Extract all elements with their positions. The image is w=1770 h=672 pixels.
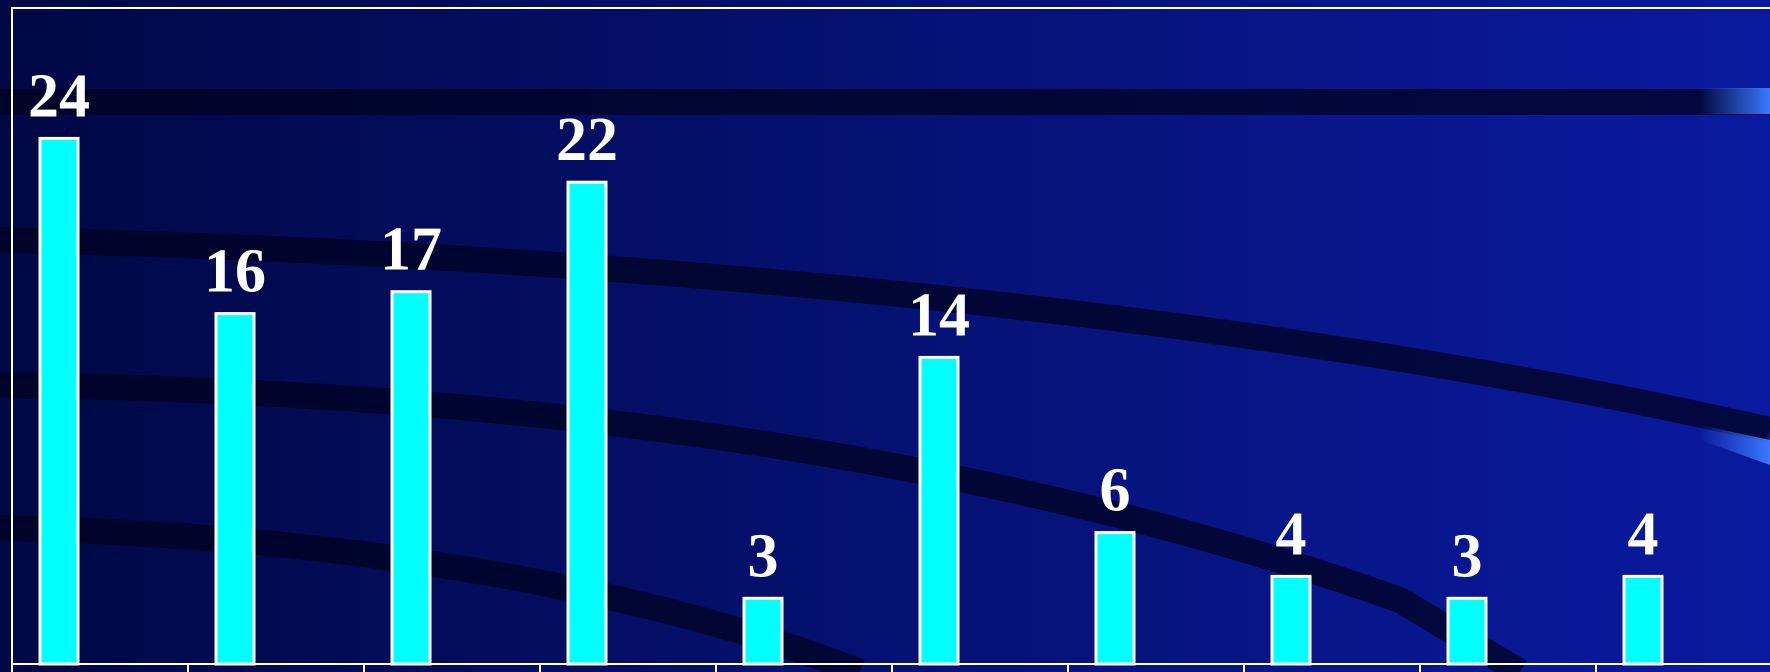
- swoosh-line: [0, 227, 1770, 443]
- data-label: 24: [28, 62, 90, 130]
- plot-frame: [11, 7, 1770, 665]
- data-label: 6: [1100, 457, 1131, 525]
- bar-group: [38, 136, 1664, 666]
- data-label: 16: [204, 238, 266, 306]
- bar: [742, 596, 784, 666]
- data-label: 3: [1452, 522, 1483, 590]
- swoosh-line: [0, 372, 1527, 672]
- bar: [918, 355, 960, 666]
- bar: [1622, 574, 1664, 666]
- bar: [1270, 574, 1312, 666]
- data-label: 4: [1628, 500, 1659, 568]
- accent-streak: [1700, 425, 1770, 465]
- data-label: 4: [1276, 500, 1307, 568]
- x-axis-ticks: [11, 664, 1597, 672]
- bar: [1094, 531, 1136, 666]
- bar: [566, 180, 608, 666]
- background-swooshes: [0, 89, 1770, 672]
- bar: [1446, 596, 1488, 666]
- data-label: 3: [748, 522, 779, 590]
- data-label: 17: [380, 216, 442, 284]
- accent-streak: [1700, 88, 1770, 114]
- bar: [390, 290, 432, 666]
- bar: [38, 136, 80, 666]
- data-label: 22: [556, 106, 618, 174]
- bar: [214, 312, 256, 666]
- data-label-group: 24 16 17 22 3 14 6 4 3 4: [28, 62, 1659, 590]
- data-label: 14: [908, 281, 970, 349]
